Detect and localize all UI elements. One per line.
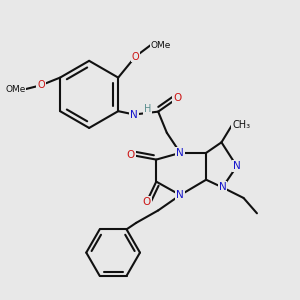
Text: N: N (176, 190, 184, 200)
Text: OMe: OMe (151, 40, 171, 50)
Text: N: N (130, 110, 138, 119)
Text: N: N (219, 182, 226, 192)
Text: OMe: OMe (5, 85, 26, 94)
Text: CH₃: CH₃ (232, 120, 250, 130)
Text: H: H (144, 104, 151, 114)
Text: O: O (126, 150, 134, 160)
Text: O: O (142, 197, 151, 207)
Text: O: O (173, 93, 182, 103)
Text: N: N (233, 161, 241, 171)
Text: O: O (132, 52, 139, 61)
Text: N: N (176, 148, 184, 158)
Text: O: O (37, 80, 45, 90)
